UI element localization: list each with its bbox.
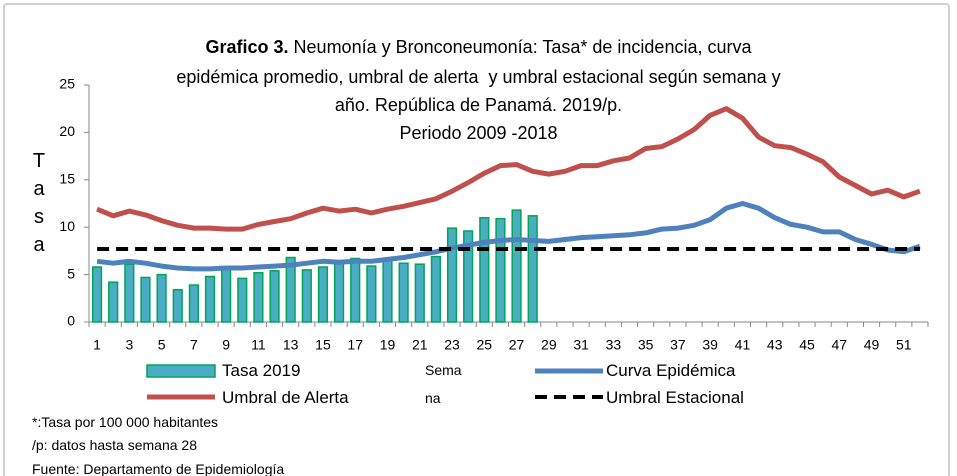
bar	[188, 284, 199, 323]
x-tick-label: 19	[380, 337, 396, 353]
bar	[495, 217, 506, 323]
note: /p: datos hasta semana 28	[32, 437, 197, 453]
legend-swatch	[146, 364, 216, 378]
bar	[172, 289, 183, 323]
y-axis-label: Tasa	[28, 150, 50, 262]
x-tick-label: 43	[767, 337, 783, 353]
legend-label: Curva Epidémica	[606, 361, 736, 380]
bar	[156, 273, 167, 323]
legend-label: Umbral de Alerta	[222, 388, 349, 407]
chart-subtitle: Periodo 2009 -2018	[399, 123, 558, 143]
x-tick-label: 47	[831, 337, 847, 353]
line	[96, 201, 921, 272]
x-tick-label: 37	[670, 337, 686, 353]
bar	[511, 209, 522, 323]
x-tick-label: 51	[896, 337, 912, 353]
chart-title: epidémica promedio, umbral de alerta y u…	[176, 67, 781, 87]
bar	[398, 262, 409, 323]
y-tick-label: 10	[59, 218, 75, 234]
x-tick-label: 5	[158, 337, 166, 353]
x-tick-label: 13	[283, 337, 299, 353]
bar	[366, 265, 377, 323]
x-tick-label: 15	[315, 337, 331, 353]
bar	[108, 281, 119, 323]
bar	[253, 271, 264, 323]
frame	[3, 3, 950, 476]
bar	[237, 277, 248, 323]
x-tick-label: 25	[477, 337, 493, 353]
x-tick-label: 29	[541, 337, 557, 353]
x-tick-label: 41	[735, 337, 751, 353]
x-tick-label: 1	[93, 337, 101, 353]
y-tick-label: 15	[59, 171, 75, 187]
x-tick-label: 21	[412, 337, 428, 353]
legend-label: Tasa 2019	[222, 361, 301, 380]
y-tick-label: 25	[59, 76, 75, 92]
bar	[124, 263, 135, 323]
x-tick-label: 9	[222, 337, 230, 353]
bar	[463, 230, 474, 323]
bar	[333, 261, 345, 323]
x-tick-label: 27	[509, 337, 525, 353]
x-tick-label: 39	[702, 337, 718, 353]
y-tick-label: 0	[67, 313, 75, 329]
x-tick-label: 49	[864, 337, 880, 353]
bar	[414, 263, 425, 323]
bar	[301, 269, 312, 323]
bar	[317, 266, 329, 323]
x-tick-label: 7	[190, 337, 198, 353]
y-tick-label: 5	[67, 265, 75, 281]
x-tick-label: 3	[125, 337, 133, 353]
x-tick-label: 17	[347, 337, 363, 353]
x-tick-label: 11	[251, 337, 266, 353]
bar	[382, 258, 393, 323]
line	[96, 106, 921, 232]
chart-title: año. República de Panamá. 2019/p.	[334, 95, 623, 115]
x-tick-label: 35	[638, 337, 654, 353]
x-tick-label: 33	[606, 337, 622, 353]
bar	[285, 256, 296, 323]
bar	[221, 267, 232, 323]
title-label: Grafico 3.	[205, 37, 289, 57]
x-axis-label: Semana	[425, 362, 462, 406]
bar	[446, 227, 458, 323]
bar	[140, 276, 151, 323]
title-line: Neumonía y Bronconeumonía: Tasa* de inci…	[293, 37, 752, 57]
chart-title: Grafico 3. Neumonía y Bronconeumonía: Ta…	[0, 37, 957, 57]
bar	[204, 275, 216, 323]
bar	[527, 215, 538, 323]
legend-label: Umbral Estacional	[606, 388, 744, 407]
note: *:Tasa por 100 000 habitantes	[32, 414, 219, 430]
bar	[430, 255, 442, 323]
y-tick-label: 20	[59, 123, 75, 139]
x-tick-label: 45	[799, 337, 815, 353]
x-tick-label: 23	[444, 337, 460, 353]
bar	[91, 266, 103, 323]
x-tick-label: 31	[573, 337, 589, 353]
note: Fuente: Departamento de Epidemiología	[32, 461, 285, 476]
bar	[350, 257, 361, 323]
bar	[479, 216, 490, 323]
bar	[269, 270, 280, 323]
